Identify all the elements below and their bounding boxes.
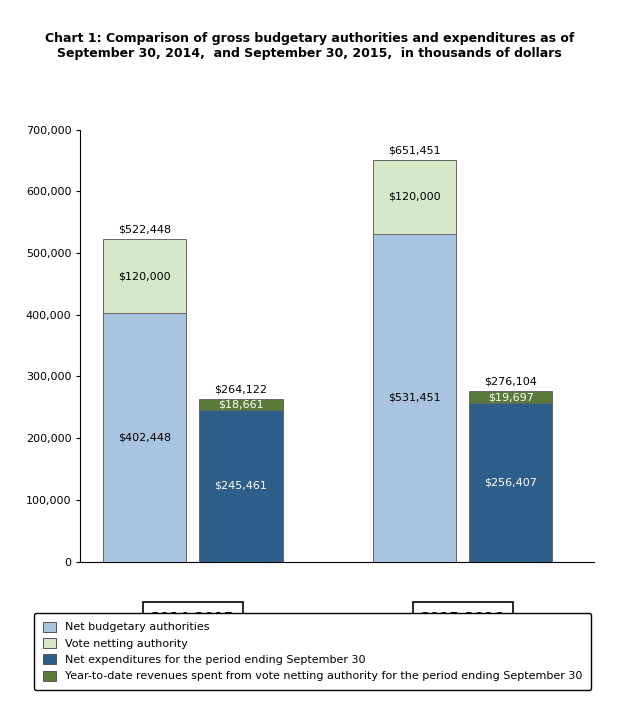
Text: $19,697: $19,697 bbox=[488, 392, 534, 402]
Legend: Net budgetary authorities, Vote netting authority, Net expenditures for the peri: Net budgetary authorities, Vote netting … bbox=[34, 613, 591, 690]
Bar bbox=[373, 160, 456, 233]
Bar bbox=[103, 313, 186, 562]
Bar bbox=[103, 239, 186, 313]
Bar bbox=[199, 410, 283, 562]
Text: 2015-2016: 2015-2016 bbox=[421, 611, 504, 625]
Text: $256,407: $256,407 bbox=[484, 477, 537, 487]
Text: $276,104: $276,104 bbox=[484, 377, 537, 387]
Text: $245,461: $245,461 bbox=[215, 481, 267, 491]
Bar bbox=[199, 399, 283, 410]
Text: $531,451: $531,451 bbox=[388, 392, 441, 402]
Text: $120,000: $120,000 bbox=[118, 271, 171, 282]
Text: $264,122: $264,122 bbox=[215, 384, 267, 395]
Bar bbox=[469, 403, 553, 562]
Bar bbox=[373, 233, 456, 562]
Text: $522,448: $522,448 bbox=[118, 225, 171, 235]
Text: $651,451: $651,451 bbox=[388, 145, 441, 156]
Text: 2014-2015: 2014-2015 bbox=[151, 611, 235, 625]
Text: $120,000: $120,000 bbox=[388, 192, 441, 202]
Text: Chart 1: Comparison of gross budgetary authorities and expenditures as of
Septem: Chart 1: Comparison of gross budgetary a… bbox=[45, 32, 574, 60]
Bar bbox=[469, 391, 553, 403]
Text: $18,661: $18,661 bbox=[219, 400, 264, 410]
Text: $402,448: $402,448 bbox=[118, 433, 171, 442]
